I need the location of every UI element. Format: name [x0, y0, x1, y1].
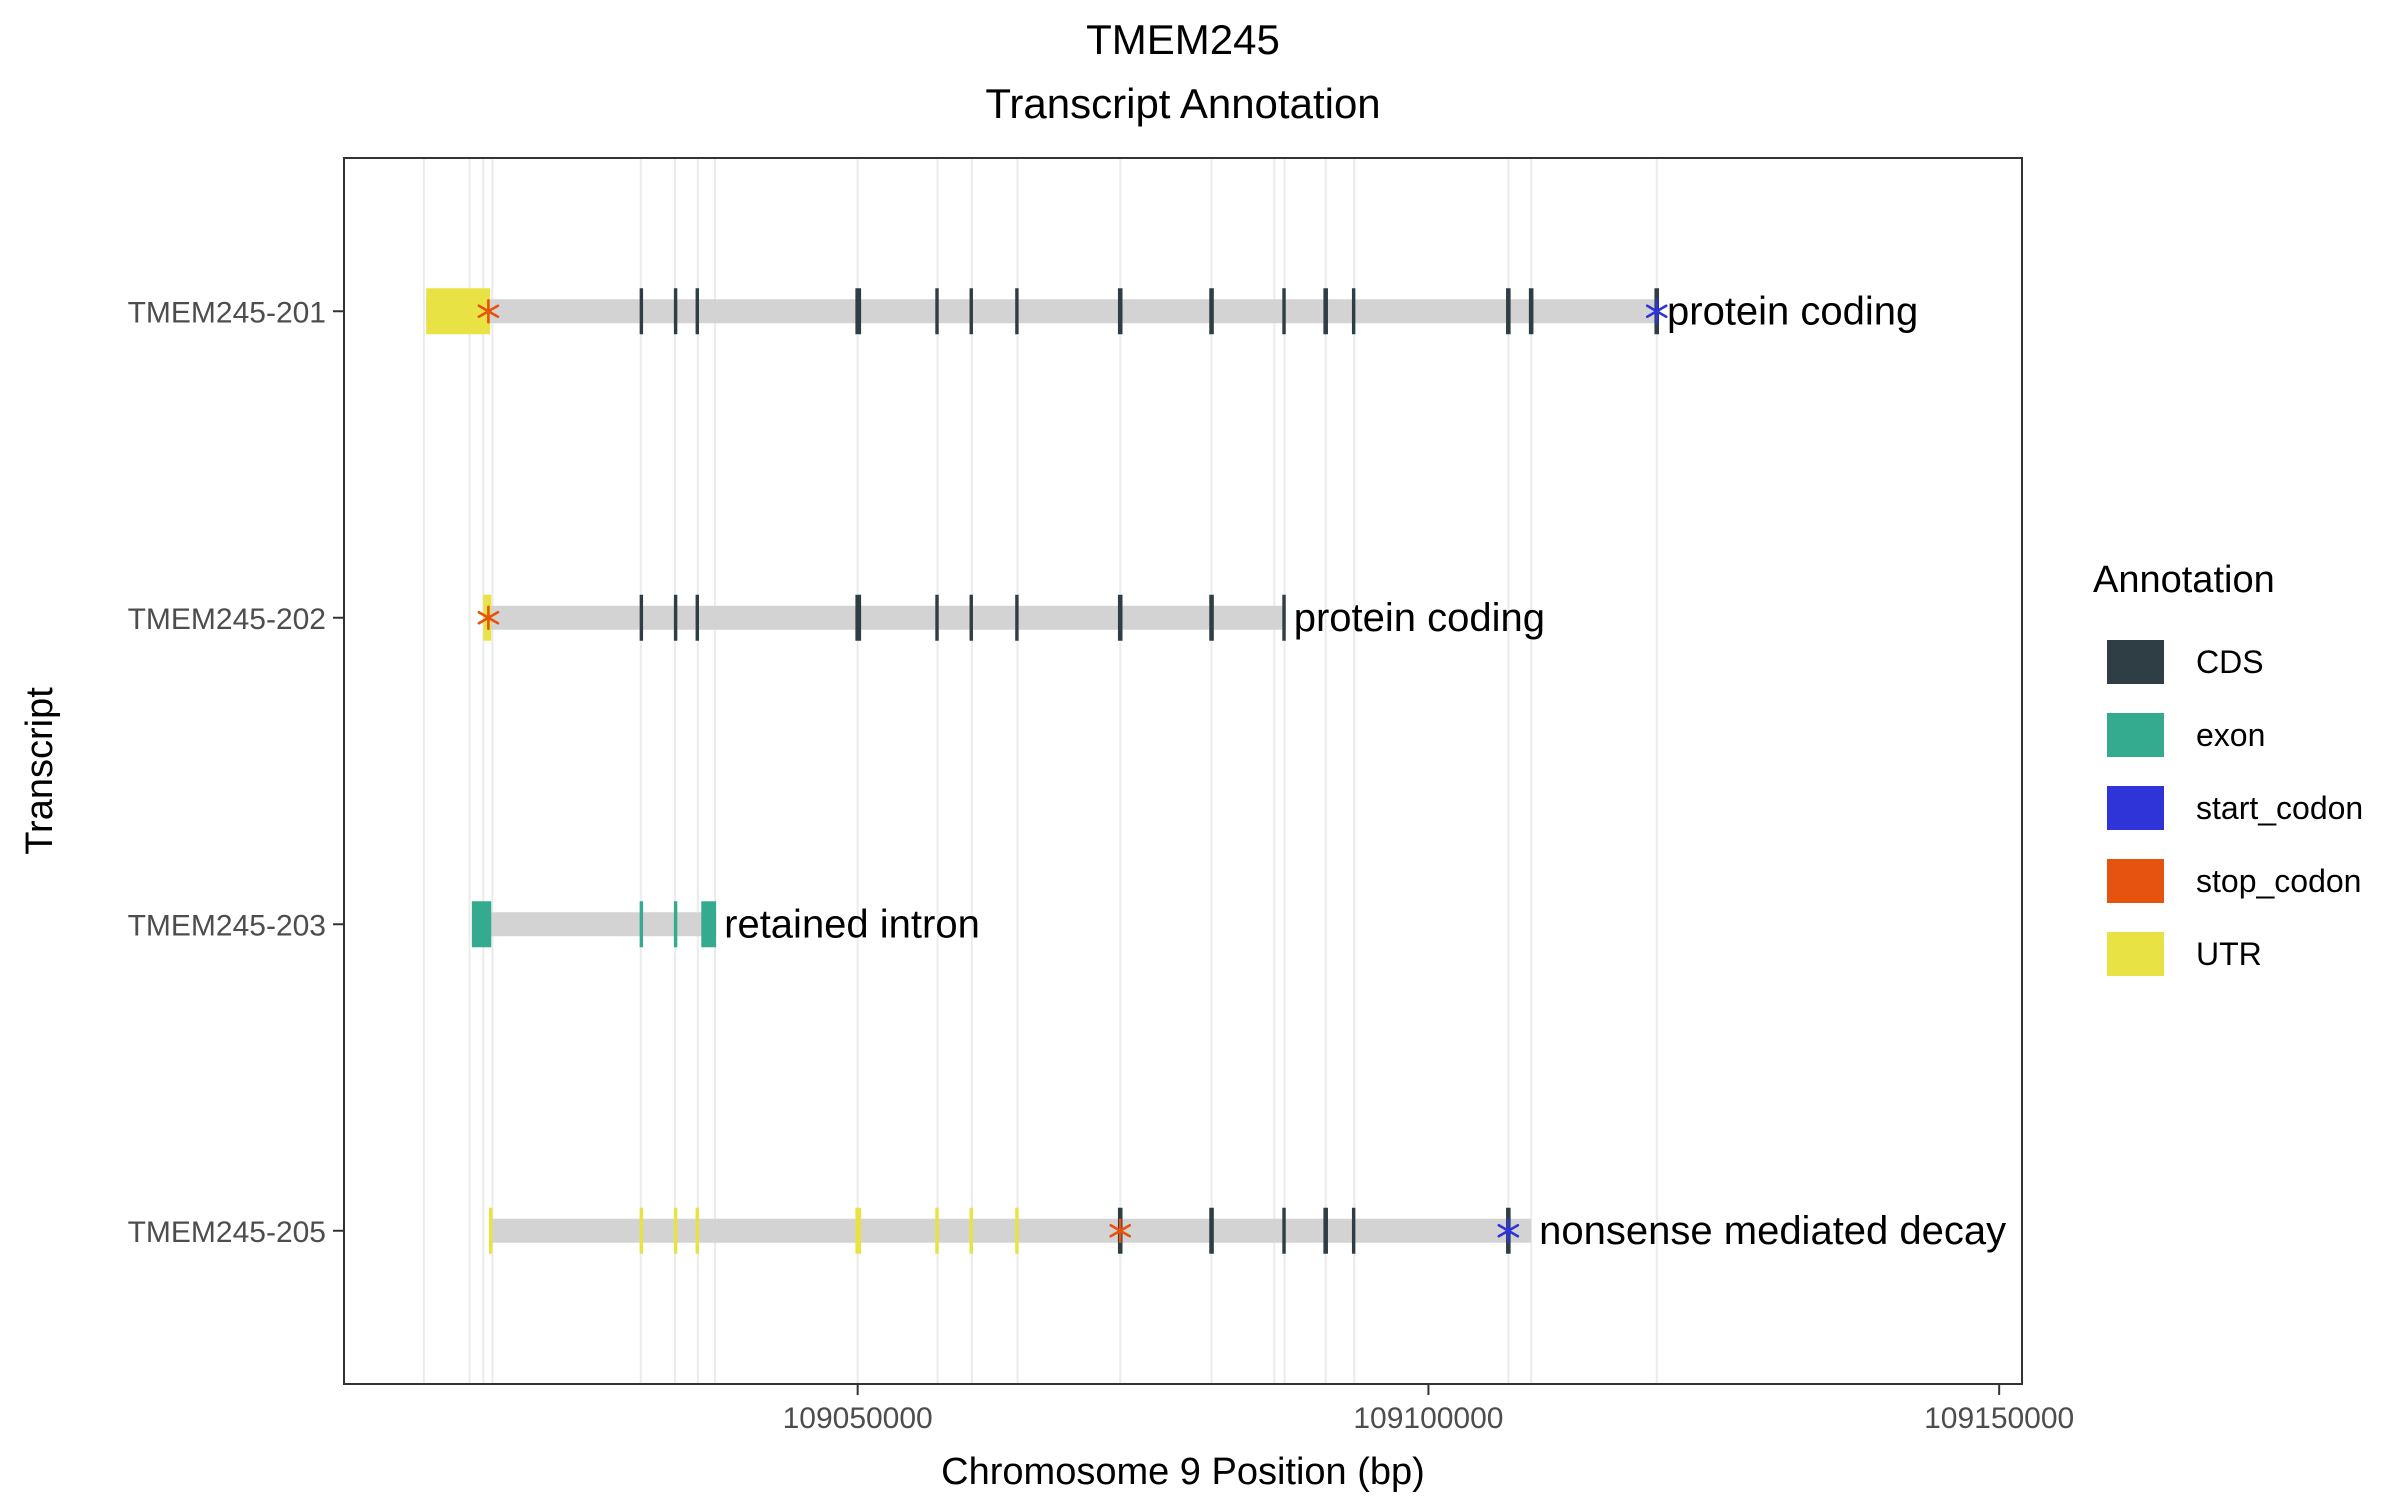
legend-swatch	[2107, 932, 2164, 976]
legend-items: CDS exon start_codon stop_codon UTR	[2107, 640, 2363, 976]
transcript-biotype-label: protein coding	[1667, 289, 1918, 333]
utr-feature	[673, 1207, 678, 1254]
y-tick-label: TMEM245-201	[128, 296, 326, 329]
cds-feature	[673, 288, 678, 335]
cds-feature	[1015, 288, 1019, 335]
exon-feature	[639, 901, 644, 948]
cds-feature	[969, 288, 973, 335]
x-axis: 109050000 109100000 109150000	[783, 1384, 2074, 1435]
legend-title: Annotation	[2093, 559, 2275, 601]
x-tick-label: 109150000	[1924, 1402, 2074, 1435]
cds-feature	[935, 288, 939, 335]
legend-label: start_codon	[2196, 790, 2363, 826]
transcript-backbone	[426, 299, 1660, 324]
cds-feature	[695, 288, 700, 335]
transcript-backbone	[490, 1218, 1532, 1243]
cds-feature	[1282, 1207, 1286, 1254]
x-tick-label: 109100000	[1353, 1402, 1503, 1435]
transcript-track	[488, 1207, 1532, 1254]
cds-feature	[1117, 594, 1123, 641]
cds-feature	[673, 594, 678, 641]
y-axis-title: Transcript	[19, 687, 61, 855]
utr-feature	[695, 1207, 700, 1254]
legend-item: stop_codon	[2107, 859, 2361, 903]
transcript-tracks	[426, 288, 1668, 1254]
legend-item: start_codon	[2107, 786, 2363, 830]
x-axis-title: Chromosome 9 Position (bp)	[941, 1451, 1425, 1493]
cds-feature	[1351, 288, 1356, 335]
transcript-labels: nonsense mediated decay retained intron pr…	[724, 289, 2006, 1253]
cds-feature	[1528, 288, 1534, 335]
cds-feature	[1209, 288, 1214, 335]
cds-feature	[1117, 288, 1123, 335]
plot-panel-background	[344, 158, 2022, 1384]
cds-feature	[695, 594, 700, 641]
utr-feature	[639, 1207, 644, 1254]
transcript-track	[471, 901, 717, 948]
transcript-backbone	[483, 605, 1286, 630]
transcript-track	[477, 594, 1286, 641]
cds-feature	[1209, 1207, 1214, 1254]
transcript-track	[426, 288, 1668, 335]
utr-feature	[488, 1207, 493, 1254]
chart-subtitle: Transcript Annotation	[985, 80, 1380, 127]
legend-swatch	[2107, 640, 2164, 684]
cds-feature	[1351, 1207, 1356, 1254]
cds-feature	[1282, 288, 1286, 335]
exon-feature	[471, 901, 492, 948]
stop-codon-marker	[477, 605, 500, 631]
y-tick-label: TMEM245-202	[128, 603, 326, 636]
utr-feature	[426, 288, 491, 335]
transcript-biotype-label: protein coding	[1294, 596, 1545, 640]
legend-label: UTR	[2196, 936, 2262, 972]
exon-feature	[673, 901, 678, 948]
utr-feature	[969, 1207, 973, 1254]
legend-label: stop_codon	[2196, 863, 2361, 899]
legend-item: UTR	[2107, 932, 2262, 976]
legend-swatch	[2107, 786, 2164, 830]
x-tick-label: 109050000	[783, 1402, 933, 1435]
cds-feature	[639, 288, 644, 335]
cds-feature	[855, 288, 862, 335]
utr-feature	[935, 1207, 939, 1254]
start-codon-marker	[1645, 298, 1668, 324]
cds-feature	[935, 594, 939, 641]
plot-panel-border	[343, 157, 2023, 1385]
legend-item: CDS	[2107, 640, 2264, 684]
legend-label: CDS	[2196, 644, 2264, 680]
cds-feature	[639, 594, 644, 641]
y-tick-label: TMEM245-205	[128, 1216, 326, 1249]
exon-feature	[701, 901, 717, 948]
cds-feature	[1506, 288, 1511, 335]
vertical-guides	[422, 158, 1658, 1384]
stop-codon-marker	[1109, 1218, 1132, 1244]
y-tick-label: TMEM245-203	[128, 909, 326, 942]
cds-feature	[1209, 594, 1214, 641]
cds-feature	[855, 594, 862, 641]
utr-feature	[855, 1207, 862, 1254]
transcript-biotype-label: nonsense mediated decay	[1539, 1209, 2006, 1253]
stop-codon-marker	[477, 298, 500, 324]
transcript-backbone	[471, 912, 717, 937]
cds-feature	[969, 594, 973, 641]
utr-feature	[1015, 1207, 1019, 1254]
legend-item: exon	[2107, 713, 2265, 757]
cds-feature	[1323, 1207, 1328, 1254]
cds-feature	[1015, 594, 1019, 641]
legend-swatch	[2107, 713, 2164, 757]
cds-feature	[1282, 594, 1286, 641]
chart-title: TMEM245	[1086, 16, 1280, 63]
legend-label: exon	[2196, 717, 2265, 753]
transcript-biotype-label: retained intron	[724, 902, 980, 946]
y-axis: TMEM245-205 TMEM245-203 TMEM245-202 TMEM245…	[128, 296, 344, 1249]
legend-swatch	[2107, 859, 2164, 903]
legend: Annotation CDS exon start_codon stop_codon U…	[2093, 559, 2363, 976]
start-codon-marker	[1497, 1218, 1520, 1244]
cds-feature	[1323, 288, 1328, 335]
